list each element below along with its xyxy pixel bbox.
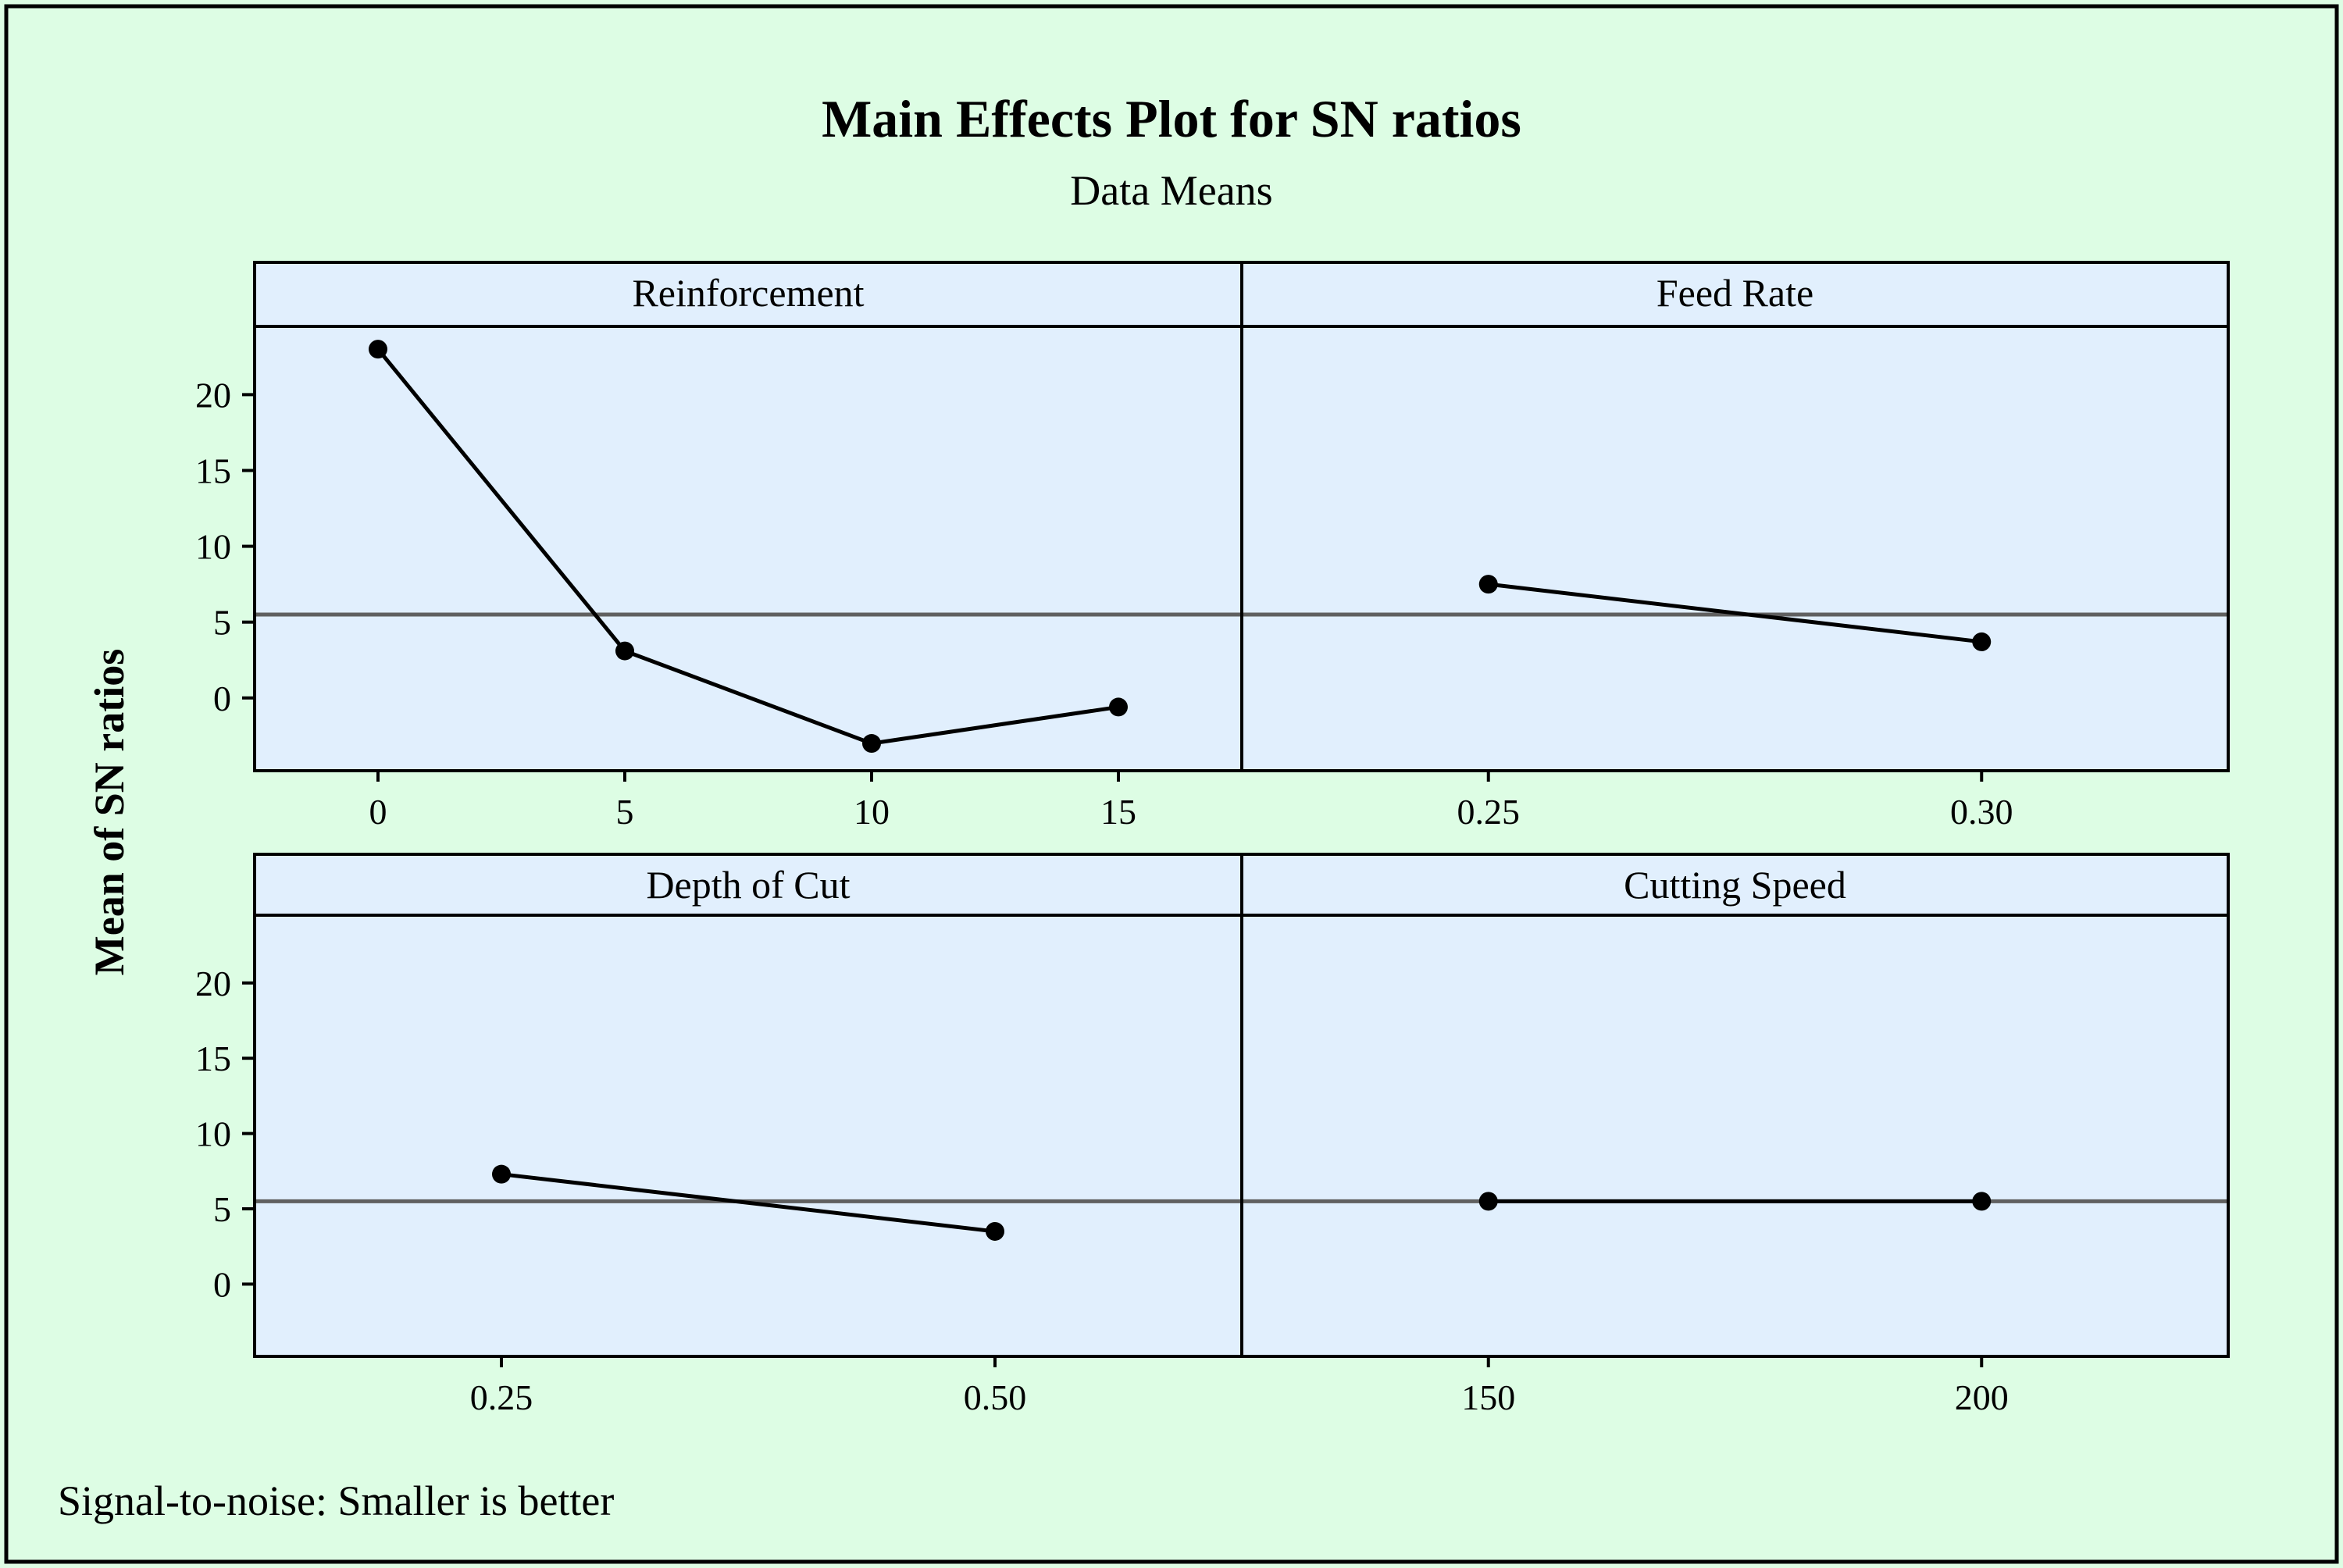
series-line xyxy=(1488,582,1982,644)
y-tick-label: 20 xyxy=(195,964,231,1003)
y-tick-label: 15 xyxy=(195,1039,231,1078)
panel-background xyxy=(1242,262,2228,771)
data-point xyxy=(862,734,881,754)
data-point xyxy=(1109,697,1128,717)
x-tick-label: 10 xyxy=(854,792,890,832)
data-point xyxy=(1478,1192,1498,1211)
panel-strip-label: Feed Rate xyxy=(1657,271,1813,315)
data-point xyxy=(1972,632,1992,651)
x-tick-label: 0.30 xyxy=(1950,792,2013,832)
y-tick-label: 0 xyxy=(213,1264,231,1304)
y-tick-label: 10 xyxy=(195,1114,231,1154)
data-point xyxy=(492,1164,511,1184)
data-point xyxy=(369,340,387,359)
panel-strip-label: Reinforcement xyxy=(632,271,864,315)
data-point xyxy=(1972,1192,1992,1211)
data-point xyxy=(1478,575,1498,594)
y-tick-label: 0 xyxy=(213,679,231,718)
y-tick-label: 10 xyxy=(195,527,231,567)
panel-border xyxy=(1240,261,2230,772)
y-axis-label: Mean of SN ratios xyxy=(86,649,133,975)
panel-border xyxy=(1240,853,2230,1358)
panel-strip-label: Cutting Speed xyxy=(1624,863,1846,907)
x-tick-label: 0.25 xyxy=(470,1377,533,1417)
x-tick-label: 0.50 xyxy=(964,1377,1027,1417)
footnote: Signal-to-noise: Smaller is better xyxy=(58,1477,614,1524)
x-tick-label: 15 xyxy=(1100,792,1136,832)
panel-strip-label: Depth of Cut xyxy=(646,863,850,907)
x-tick-label: 150 xyxy=(1461,1377,1515,1417)
series-line xyxy=(501,1172,996,1234)
panel-background xyxy=(255,262,1242,771)
panels-layer: Reinforcement Feed Rate Depth of Cut Cuttin… xyxy=(195,261,2230,1417)
x-tick-label: 0.25 xyxy=(1457,792,1521,832)
y-tick-label: 20 xyxy=(195,375,231,415)
panel-background xyxy=(1242,854,2228,1356)
data-point xyxy=(986,1221,1004,1241)
y-tick-label: 5 xyxy=(213,603,231,643)
x-tick-label: 5 xyxy=(616,792,634,832)
x-tick-label: 0 xyxy=(369,792,387,832)
data-point xyxy=(615,641,634,661)
chart-title: Main Effects Plot for SN ratios xyxy=(822,89,1521,148)
series-line xyxy=(376,347,1119,746)
y-tick-label: 15 xyxy=(195,451,231,490)
panel-background xyxy=(255,854,1242,1356)
outer-frame xyxy=(4,4,2339,1564)
y-tick-label: 5 xyxy=(213,1189,231,1229)
chart-subtitle: Data Means xyxy=(1070,167,1272,214)
x-tick-label: 200 xyxy=(1955,1377,2009,1417)
